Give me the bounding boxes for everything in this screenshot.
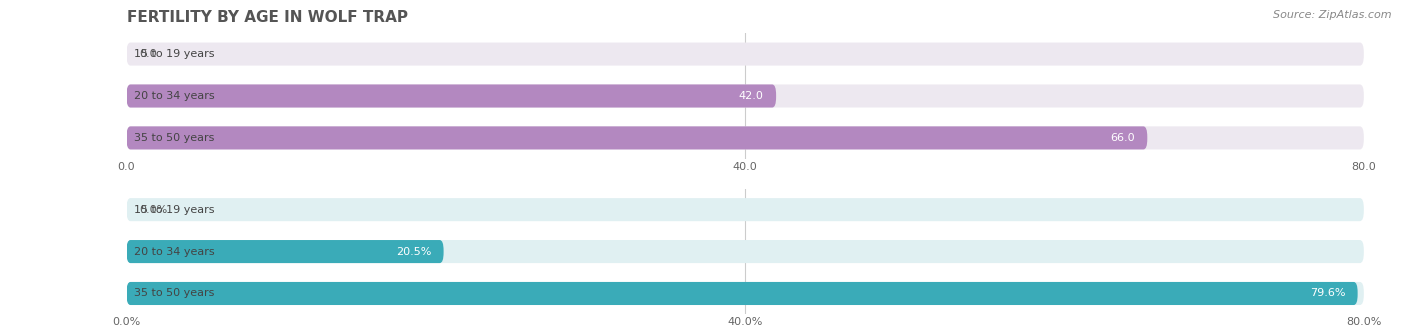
Text: 35 to 50 years: 35 to 50 years xyxy=(135,289,215,299)
FancyBboxPatch shape xyxy=(127,240,1364,263)
FancyBboxPatch shape xyxy=(127,126,1147,150)
FancyBboxPatch shape xyxy=(127,42,1364,66)
Text: 0.0: 0.0 xyxy=(139,49,156,59)
Text: 20.5%: 20.5% xyxy=(396,247,432,257)
FancyBboxPatch shape xyxy=(127,84,1364,108)
Text: 35 to 50 years: 35 to 50 years xyxy=(135,133,215,143)
FancyBboxPatch shape xyxy=(127,240,444,263)
Text: 0.0%: 0.0% xyxy=(139,205,167,214)
FancyBboxPatch shape xyxy=(127,84,776,108)
Text: 42.0: 42.0 xyxy=(740,91,763,101)
Text: FERTILITY BY AGE IN WOLF TRAP: FERTILITY BY AGE IN WOLF TRAP xyxy=(127,10,408,25)
FancyBboxPatch shape xyxy=(127,282,1358,305)
Text: 15 to 19 years: 15 to 19 years xyxy=(135,49,215,59)
Text: 66.0: 66.0 xyxy=(1111,133,1135,143)
Text: 20 to 34 years: 20 to 34 years xyxy=(135,247,215,257)
Text: 79.6%: 79.6% xyxy=(1310,289,1346,299)
FancyBboxPatch shape xyxy=(127,126,1364,150)
FancyBboxPatch shape xyxy=(127,198,1364,221)
Text: 20 to 34 years: 20 to 34 years xyxy=(135,91,215,101)
FancyBboxPatch shape xyxy=(127,282,1364,305)
Text: Source: ZipAtlas.com: Source: ZipAtlas.com xyxy=(1274,10,1392,20)
Text: 15 to 19 years: 15 to 19 years xyxy=(135,205,215,214)
